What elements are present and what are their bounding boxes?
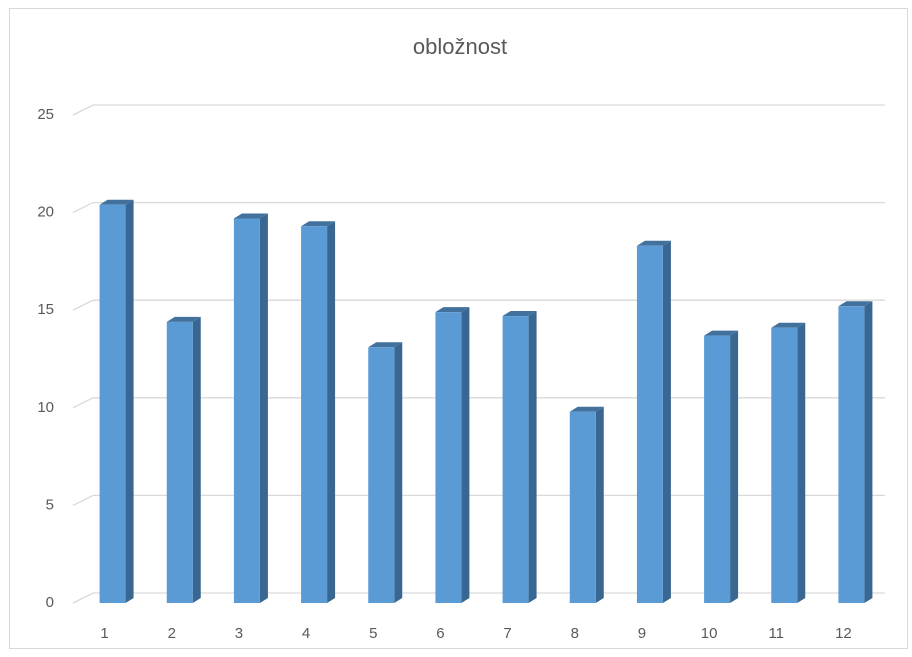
bar	[636, 240, 671, 603]
bar-top	[636, 240, 671, 246]
grid-line	[72, 494, 885, 506]
bar-front	[771, 327, 798, 603]
x-tick-label: 11	[768, 625, 784, 642]
bar-top	[233, 213, 268, 219]
y-tick-label: 0	[46, 594, 54, 611]
bar-top	[569, 406, 604, 412]
bar	[569, 406, 604, 603]
y-tick-label: 25	[37, 106, 54, 123]
bar	[435, 307, 470, 603]
bar-front	[435, 312, 462, 603]
bar-front	[301, 226, 328, 603]
bar-side	[864, 301, 873, 603]
bar	[704, 330, 739, 603]
bar-front	[502, 316, 529, 603]
bar-front	[569, 411, 596, 603]
bar-side	[327, 221, 336, 603]
bar	[771, 322, 806, 603]
x-tick-label: 7	[503, 625, 511, 642]
x-tick-label: 10	[701, 625, 718, 642]
bar-side	[192, 316, 201, 603]
y-tick-label: 10	[37, 399, 54, 416]
y-tick-label: 20	[37, 204, 54, 221]
y-tick-label: 5	[46, 496, 54, 513]
x-tick-label: 4	[302, 625, 310, 642]
chart-title: obložnost	[413, 34, 507, 59]
bar-top	[838, 301, 873, 307]
x-tick-label: 3	[235, 625, 243, 642]
bar	[233, 213, 268, 603]
x-tick-label: 5	[369, 625, 377, 642]
bar-top	[704, 330, 739, 336]
bar-top	[99, 199, 134, 205]
x-tick-label: 2	[168, 625, 176, 642]
grid-line	[72, 201, 885, 214]
x-tick-label: 12	[835, 625, 852, 642]
y-tick-label: 15	[37, 301, 54, 318]
bar-top	[502, 311, 537, 317]
grid-line	[72, 397, 885, 409]
bar-side	[461, 307, 470, 603]
grid-line	[72, 592, 885, 604]
bar-front	[233, 218, 260, 603]
bar-front	[368, 347, 395, 603]
bar-front	[838, 306, 865, 603]
grid-line	[72, 104, 885, 116]
bar	[99, 199, 134, 604]
bar	[502, 311, 537, 603]
bar	[838, 301, 873, 603]
bar-top	[771, 322, 806, 328]
bar-side	[662, 240, 671, 603]
bar-side	[259, 213, 268, 603]
bar-side	[797, 322, 806, 603]
bar-front	[166, 321, 193, 603]
bar-side	[595, 406, 604, 603]
bar-top	[301, 221, 336, 227]
bar-side	[528, 311, 537, 603]
x-tick-label: 8	[571, 625, 579, 642]
bar	[301, 221, 336, 603]
bar-side	[730, 330, 739, 603]
bar-top	[435, 307, 470, 313]
bar-top	[368, 342, 403, 348]
x-tick-label: 1	[100, 625, 108, 642]
bar-side	[125, 199, 134, 604]
bar-top	[166, 316, 201, 322]
bar-front	[99, 204, 126, 604]
x-tick-label: 6	[436, 625, 444, 642]
grid-line	[72, 299, 885, 311]
bar	[166, 316, 201, 603]
x-tick-label: 9	[638, 625, 646, 642]
bar	[368, 342, 403, 603]
bar-front	[636, 245, 663, 603]
bar-front	[704, 335, 731, 603]
bar-side	[394, 342, 403, 603]
